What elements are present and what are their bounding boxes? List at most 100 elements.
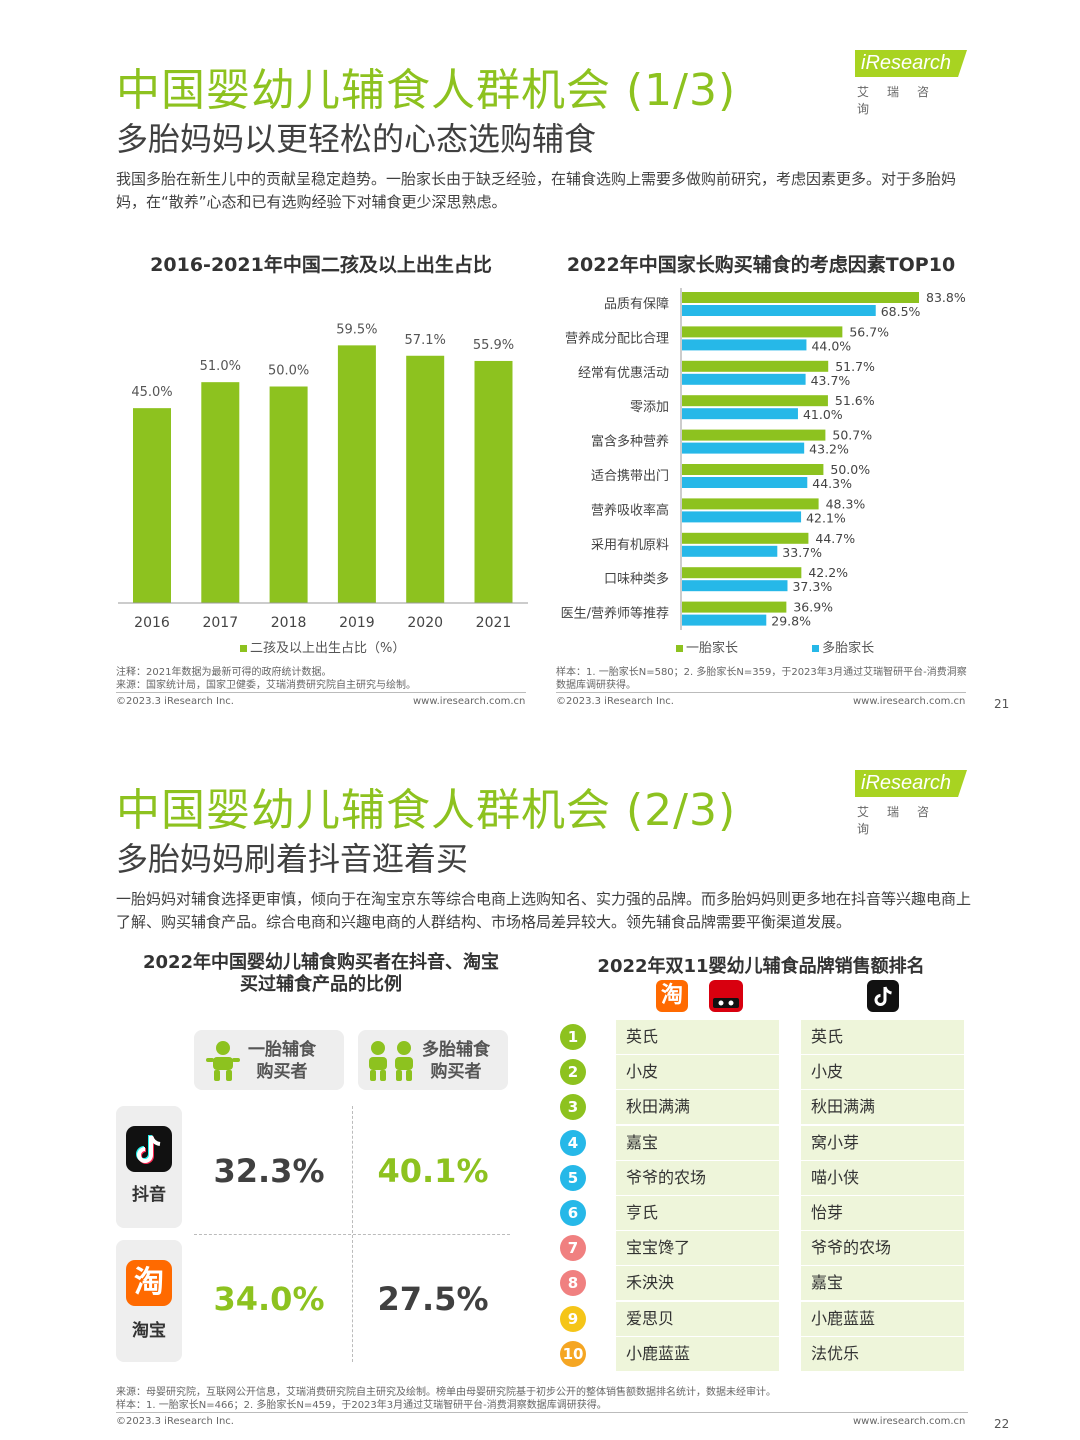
twin-babies-icon [369,1041,413,1081]
footnote-line-1: 来源：母婴研究院，互联网公开信息，艾瑞消费研究院自主研究及绘制。榜单由母婴研究院… [116,1387,776,1398]
tmall-icon [709,980,743,1012]
rank-row: 10 小鹿蓝蓝 法优乐 [556,1336,968,1371]
bar-2020 [406,355,445,603]
value-label-multi: 44.0% [811,338,851,353]
footer-divider-right [556,692,966,693]
col2-label-line2: 购买者 [430,1062,482,1082]
value-label-first: 44.7% [815,531,855,546]
value-label-multi: 41.0% [803,407,843,422]
bar-first-child [682,601,787,613]
category-label: 经常有优惠活动 [578,366,669,381]
page-number-2: 22 [994,1417,1010,1431]
rank-number: 7 [560,1235,586,1262]
rank-row: 7 宝宝馋了 爷爷的农场 [556,1231,968,1266]
birth-chart-legend: 二孩及以上出生占比（%） [240,637,405,656]
iresearch-logo: iResearch 艾瑞咨询 [855,50,975,117]
left-note: 注释：2021年数据为最新可得的政府统计数据。 来源：国家统计局，国家卫健委，艾… [116,666,536,692]
url-right: www.iresearch.com.cn [853,696,966,707]
page-title: 中国婴幼儿辅食人群机会 (1/3) [116,65,737,116]
logo-wordmark: iResearch [855,770,967,797]
douyin-brand-cell: 小鹿蓝蓝 [801,1301,964,1336]
value-label-first: 83.8% [926,290,966,305]
x-tick-2021: 2021 [476,615,512,631]
legend-swatch-green [240,645,247,652]
value-label-first: 51.7% [835,359,875,374]
value-label-first: 48.3% [826,496,866,511]
bar-first-child [682,464,824,475]
page-subtitle-2: 多胎妈妈刷着抖音逛着买 [116,840,469,878]
platform-share-title-line2: 买过辅食产品的比例 [240,974,402,995]
rank-number: 2 [560,1059,586,1086]
rank-number: 8 [560,1270,586,1297]
bar-2016 [133,408,171,603]
douyin-brand-cell: 法优乐 [801,1336,964,1371]
category-label: 口味种类多 [604,571,669,587]
bar-multi-child [682,373,806,385]
value-label-multi: 42.1% [806,510,846,525]
logo-chinese: 艾瑞咨询 [857,805,948,836]
rank-number: 1 [560,1024,586,1050]
page-title-2: 中国婴幼儿辅食人群机会 (2/3) [116,785,737,836]
bar-multi-child [682,545,778,557]
rank-row: 1 英氏 英氏 [556,1020,968,1054]
category-label: 采用有机原料 [591,538,669,553]
value-label-multi: 68.5% [881,304,921,319]
rank-row: 9 爱思贝 小鹿蓝蓝 [556,1301,968,1336]
rank-row: 8 禾泱泱 嘉宝 [556,1266,968,1301]
note-line-1: 注释：2021年数据为最新可得的政府统计数据。 [116,667,332,678]
douyin-brand-cell: 窝小芽 [801,1125,964,1160]
bar-multi-child [682,339,807,351]
rank-number: 10 [560,1340,586,1367]
bar-multi-child [682,408,798,420]
x-tick-2020: 2020 [407,615,443,631]
tmall-brand-cell: 禾泱泱 [616,1266,779,1301]
intro-paragraph: 我国多胎在新生儿中的贡献呈稳定趋势。一胎家长由于缺乏经验，在辅食选购上需要多做购… [116,170,957,211]
bar-multi-child [682,580,788,592]
bar-first-child [682,395,828,407]
multi-child-buyer-header: 多胎辅食 购买者 [358,1030,508,1090]
rank-row: 4 嘉宝 窝小芽 [556,1125,968,1160]
rank-number: 9 [560,1305,586,1332]
tmall-brand-cell: 亨氏 [616,1196,779,1230]
bar-2021 [474,360,513,603]
bar-multi-child [682,614,767,626]
x-tick-2017: 2017 [202,615,238,631]
douyin-multi-pct: 40.1% [377,1152,489,1190]
bar-multi-child [682,442,805,454]
value-label-first: 50.7% [832,428,872,443]
category-label: 富含多种营养 [591,434,669,450]
copyright-2: ©2023.3 iResearch Inc. [116,1416,234,1427]
bar-first-child [682,360,829,372]
footnote-line-2: 样本：1. 一胎家长N=466；2. 多胎家长N=459，于2023年3月通过艾… [116,1400,607,1411]
category-label: 零添加 [630,400,669,415]
value-label-2016: 45.0% [131,385,172,400]
value-label-multi: 43.2% [809,442,849,457]
taobao-small-icon: 淘 [656,980,688,1012]
douyin-first-pct: 32.3% [213,1152,325,1190]
legend-first-label: 一胎家长 [686,641,739,656]
value-label-first: 36.9% [793,600,833,615]
douyin-row-label: 抖音 [116,1106,182,1228]
douyin-brand-cell: 秋田满满 [801,1090,964,1125]
value-label-first: 50.0% [830,462,870,477]
rank-number: 6 [560,1200,586,1226]
value-label-2021: 55.9% [473,338,514,353]
legend-swatch-first [676,645,683,652]
copyright-left: ©2023.3 iResearch Inc. [116,696,234,707]
platform-share-title-line1: 2022年中国婴幼儿辅食购买者在抖音、淘宝 [142,952,500,973]
rank-number: 5 [560,1164,586,1191]
value-label-multi: 37.3% [792,579,832,594]
tmall-brand-cell: 小鹿蓝蓝 [616,1336,779,1371]
bar-first-child [682,292,919,303]
value-label-first: 42.2% [808,565,848,580]
url-2: www.iresearch.com.cn [853,1416,966,1427]
rank-row: 2 小皮 小皮 [556,1055,968,1090]
rank-row: 5 爷爷的农场 喵小侠 [556,1160,968,1195]
tmall-brand-cell: 爷爷的农场 [616,1160,779,1195]
tmall-brand-cell: 秋田满满 [616,1090,779,1125]
taobao-first-pct: 34.0% [213,1280,325,1318]
taobao-multi-pct: 27.5% [377,1280,489,1318]
tmall-brand-cell: 英氏 [616,1020,779,1054]
bar-multi-child [682,511,802,523]
logo-chinese: 艾瑞咨询 [857,85,948,116]
